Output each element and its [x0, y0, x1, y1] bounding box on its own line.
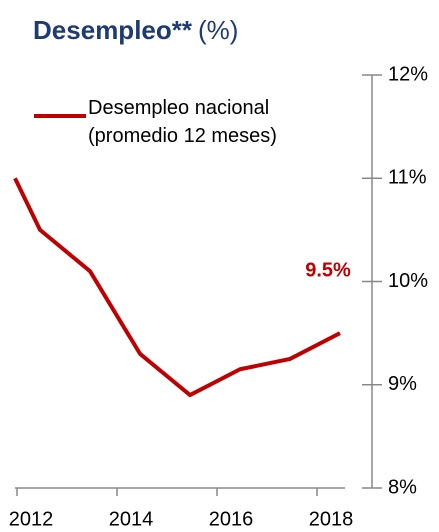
line [13, 177, 341, 398]
value-label: 9.5% [305, 259, 351, 281]
x-tick-label: 2018 [309, 508, 354, 530]
x-tick-label: 2012 [9, 508, 54, 530]
y-tick-label: 9% [388, 373, 417, 395]
x-tick-label: 2016 [209, 508, 254, 530]
chart-title-unit: (%) [198, 15, 238, 45]
legend-label: Desempleo nacional (promedio 12 meses) [88, 97, 277, 147]
y-tick-label: 10% [388, 270, 428, 292]
y-tick-label: 12% [388, 63, 428, 85]
y-tick-label: 8% [388, 476, 417, 498]
y-tick-label: 11% [388, 167, 427, 189]
chart-title: Desempleo** [33, 15, 193, 45]
x-tick-label: 2014 [109, 508, 154, 530]
